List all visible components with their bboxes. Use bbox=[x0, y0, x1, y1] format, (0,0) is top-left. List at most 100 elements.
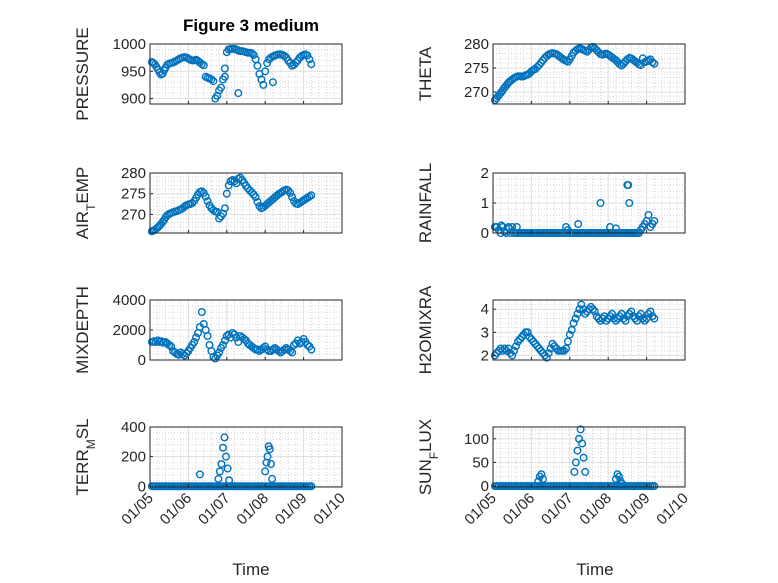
y-tick-label: 400 bbox=[121, 419, 146, 436]
data-point bbox=[535, 344, 544, 353]
data-point bbox=[537, 346, 546, 355]
data-point bbox=[512, 342, 521, 351]
data-point bbox=[575, 305, 584, 314]
data-point bbox=[648, 312, 657, 321]
data-point bbox=[650, 482, 659, 491]
data-point bbox=[288, 348, 297, 357]
x-axis-label-left: Time bbox=[232, 560, 269, 579]
subplot-mixdepth: 0 2000 4000 MIXDEPTH bbox=[73, 286, 343, 374]
data-point bbox=[303, 341, 312, 350]
data-point bbox=[222, 189, 231, 198]
data-point bbox=[578, 439, 587, 448]
data-point bbox=[502, 346, 511, 355]
data-point bbox=[307, 60, 316, 69]
data-point bbox=[218, 341, 227, 350]
data-point bbox=[214, 474, 223, 483]
data-point bbox=[249, 50, 258, 59]
subplot-rainfall: 0 1 2 RAINFALL bbox=[416, 163, 686, 243]
data-point bbox=[606, 222, 615, 231]
data-point bbox=[596, 316, 605, 325]
data-point bbox=[497, 221, 506, 230]
data-point bbox=[182, 349, 191, 358]
data-point bbox=[650, 314, 659, 323]
data-point bbox=[621, 316, 630, 325]
data-point bbox=[490, 351, 499, 360]
y-tick-label: 275 bbox=[121, 186, 146, 203]
data-point bbox=[611, 316, 620, 325]
data-point bbox=[613, 314, 622, 323]
y-tick-label: 0 bbox=[138, 352, 146, 369]
data-point bbox=[579, 305, 588, 314]
data-point bbox=[268, 78, 277, 87]
data-point bbox=[604, 314, 613, 323]
data-point bbox=[576, 425, 585, 434]
data-point bbox=[640, 316, 649, 325]
data-point bbox=[305, 55, 314, 64]
y-tick-label: 2 bbox=[481, 347, 489, 364]
data-point bbox=[627, 307, 636, 316]
data-point bbox=[650, 216, 659, 225]
x-tick-label: 01/08 bbox=[576, 490, 615, 529]
data-point bbox=[307, 345, 316, 354]
data-point bbox=[291, 58, 300, 67]
data-point bbox=[267, 460, 276, 469]
data-point bbox=[259, 80, 268, 89]
data-point bbox=[617, 61, 626, 70]
y-axis-label: H2OMIXRA bbox=[416, 285, 435, 374]
data-point bbox=[190, 338, 199, 347]
data-point bbox=[215, 214, 224, 223]
data-point bbox=[571, 458, 580, 467]
data-point bbox=[307, 482, 316, 491]
data-point bbox=[570, 467, 579, 476]
data-point bbox=[217, 460, 226, 469]
subplot-pressure: 900 950 1000 PRESSURE bbox=[73, 27, 343, 121]
data-point bbox=[216, 83, 225, 92]
data-point bbox=[207, 75, 216, 84]
subplot-sun-flux: 0 50 100 01/05 01/06 01/07 01/08 01/09 01/10 SUNF… bbox=[416, 419, 692, 529]
data-point bbox=[263, 345, 272, 354]
data-point bbox=[569, 319, 578, 328]
data-point bbox=[538, 475, 547, 484]
axes-box bbox=[492, 43, 686, 105]
x-tick-label: 01/06 bbox=[500, 490, 539, 529]
y-tick-label: 270 bbox=[121, 206, 146, 223]
data-point bbox=[571, 314, 580, 323]
data-point bbox=[598, 314, 607, 323]
data-point bbox=[288, 192, 297, 201]
y-tick-label: 0 bbox=[481, 225, 489, 242]
data-point bbox=[500, 344, 509, 353]
y-axis-label: THETA bbox=[416, 46, 435, 101]
data-point bbox=[197, 187, 206, 196]
data-point bbox=[581, 309, 590, 318]
data-point bbox=[303, 51, 312, 60]
data-point bbox=[542, 353, 551, 362]
x-tick-label: 01/09 bbox=[615, 490, 654, 529]
data-point bbox=[638, 314, 647, 323]
axes-box bbox=[492, 299, 686, 361]
data-point bbox=[562, 344, 571, 353]
data-point bbox=[615, 472, 624, 481]
data-point bbox=[510, 346, 519, 355]
x-tick-label: 01/05 bbox=[461, 490, 500, 529]
data-point bbox=[197, 308, 206, 317]
data-point bbox=[167, 342, 176, 351]
x-tick-label: 01/10 bbox=[310, 490, 349, 529]
data-point bbox=[223, 464, 232, 473]
x-tick-label: 01/07 bbox=[538, 490, 577, 529]
y-axis-label: MIXDEPTH bbox=[73, 286, 92, 374]
axes-box bbox=[149, 172, 343, 234]
x-tick-label: 01/08 bbox=[233, 490, 272, 529]
data-point bbox=[268, 474, 277, 483]
data-point bbox=[221, 452, 230, 461]
axes-background bbox=[493, 427, 685, 487]
y-tick-label: 200 bbox=[121, 449, 146, 466]
data-point bbox=[220, 433, 229, 442]
data-point bbox=[514, 337, 523, 346]
data-point bbox=[636, 309, 645, 318]
data-point bbox=[517, 332, 526, 341]
data-point bbox=[512, 222, 521, 231]
y-tick-label: 2000 bbox=[113, 322, 146, 339]
y-tick-label: 100 bbox=[464, 431, 489, 448]
data-point bbox=[523, 328, 532, 337]
